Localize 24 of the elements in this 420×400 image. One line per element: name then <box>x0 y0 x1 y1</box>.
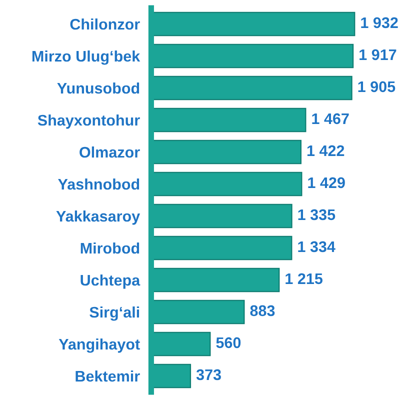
y-tick-label: Shayxontohur <box>38 114 140 129</box>
data-label: 1 334 <box>298 241 336 252</box>
data-label: 560 <box>216 337 241 348</box>
data-label: 1 905 <box>358 81 396 92</box>
y-tick-label: Chilonzor <box>70 18 140 30</box>
data-label: 1 215 <box>286 273 322 284</box>
y-tick-label: Yashnobod <box>58 178 140 190</box>
y-tick-label: Mirzo Ulug‘bek <box>32 50 140 65</box>
data-label: 1 422 <box>307 145 344 156</box>
data-label: 883 <box>250 305 275 316</box>
y-tick-label: Yunusobod <box>57 82 140 94</box>
y-tick-label: Yangihayot <box>58 338 140 353</box>
y-tick-label: Bektemir <box>76 370 140 382</box>
data-label: 373 <box>196 369 221 380</box>
y-tick-label: Sirg‘ali <box>90 306 140 321</box>
y-tick-label: Mirobod <box>80 242 140 254</box>
y-tick-label: Uchtepa <box>80 274 140 289</box>
data-label: 1 917 <box>360 49 396 60</box>
data-label: 1 335 <box>298 209 336 220</box>
y-tick-label: Yakkasaroy <box>56 210 140 225</box>
data-label: 1 932 <box>361 17 398 28</box>
y-tick-label: Olmazor <box>80 146 140 158</box>
data-label: 1 429 <box>308 177 345 188</box>
data-label: 1 467 <box>312 113 349 124</box>
